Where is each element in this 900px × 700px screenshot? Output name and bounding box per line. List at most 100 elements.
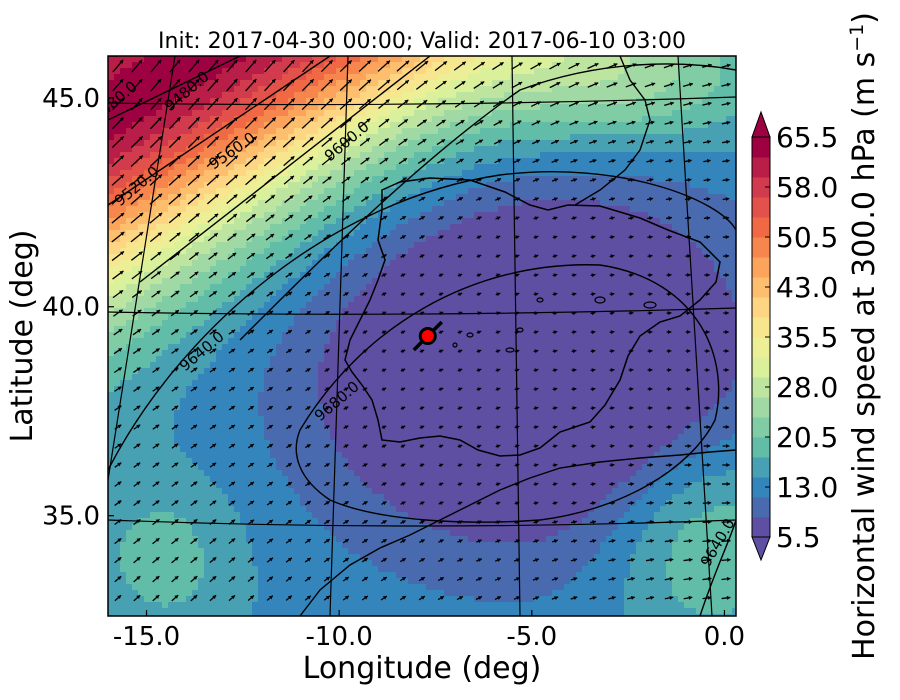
field-cell: [654, 164, 661, 171]
field-cell: [522, 290, 529, 297]
field-cell: [450, 320, 457, 327]
field-cell: [606, 332, 613, 339]
field-cell: [354, 134, 361, 141]
field-cell: [606, 230, 613, 237]
field-cell: [246, 338, 253, 345]
field-cell: [288, 134, 295, 141]
field-cell: [732, 188, 736, 195]
field-cell: [630, 146, 637, 153]
field-cell: [366, 248, 373, 255]
field-cell: [240, 314, 247, 321]
field-cell: [642, 194, 649, 201]
field-cell: [372, 152, 379, 159]
field-cell: [294, 194, 301, 201]
field-cell: [204, 86, 211, 93]
field-cell: [654, 254, 661, 261]
field-cell: [618, 116, 625, 123]
field-cell: [708, 200, 715, 207]
field-cell: [558, 170, 565, 177]
field-cell: [582, 284, 589, 291]
field-cell: [594, 266, 601, 273]
field-cell: [552, 92, 559, 99]
field-cell: [660, 278, 667, 285]
field-cell: [264, 68, 271, 75]
field-cell: [588, 140, 595, 147]
field-cell: [690, 332, 697, 339]
field-cell: [528, 188, 535, 195]
field-cell: [570, 104, 577, 111]
field-cell: [546, 266, 553, 273]
field-cell: [276, 236, 283, 243]
field-cell: [624, 218, 631, 225]
field-cell: [498, 140, 505, 147]
field-cell: [288, 326, 295, 333]
field-cell: [492, 272, 499, 279]
field-cell: [522, 194, 529, 201]
field-cell: [246, 152, 253, 159]
field-cell: [366, 272, 373, 279]
field-cell: [612, 218, 619, 225]
field-cell: [534, 152, 541, 159]
field-cell: [528, 98, 535, 105]
field-cell: [480, 230, 487, 237]
field-cell: [468, 272, 475, 279]
field-cell: [558, 326, 565, 333]
field-cell: [186, 56, 193, 63]
field-cell: [498, 200, 505, 207]
field-cell: [726, 314, 733, 321]
field-cell: [216, 212, 223, 219]
field-cell: [150, 98, 157, 105]
field-cell: [336, 242, 343, 249]
field-cell: [726, 302, 733, 309]
field-cell: [672, 62, 679, 69]
field-cell: [222, 110, 229, 117]
field-cell: [618, 320, 625, 327]
field-cell: [690, 56, 697, 63]
field-cell: [540, 188, 547, 195]
field-cell: [492, 86, 499, 93]
field-cell: [636, 302, 643, 309]
field-cell: [450, 200, 457, 207]
field-cell: [708, 278, 715, 285]
field-cell: [198, 146, 205, 153]
field-cell: [570, 62, 577, 69]
field-cell: [582, 326, 589, 333]
field-cell: [660, 92, 667, 99]
field-cell: [732, 128, 736, 135]
field-cell: [210, 266, 217, 273]
field-cell: [378, 260, 385, 267]
field-cell: [510, 200, 517, 207]
field-cell: [252, 308, 259, 315]
field-cell: [198, 242, 205, 249]
field-cell: [492, 98, 499, 105]
field-cell: [456, 146, 463, 153]
field-cell: [516, 296, 523, 303]
field-cell: [390, 302, 397, 309]
field-cell: [642, 74, 649, 81]
field-cell: [228, 110, 235, 117]
field-cell: [378, 338, 385, 345]
field-cell: [216, 98, 223, 105]
field-cell: [204, 236, 211, 243]
field-cell: [234, 98, 241, 105]
field-cell: [126, 272, 133, 279]
field-cell: [372, 104, 379, 111]
field-cell: [618, 290, 625, 297]
field-cell: [504, 254, 511, 261]
field-cell: [450, 116, 457, 123]
field-cell: [558, 314, 565, 321]
field-cell: [468, 62, 475, 69]
field-cell: [594, 146, 601, 153]
field-cell: [138, 272, 145, 279]
field-cell: [120, 56, 127, 63]
field-cell: [378, 68, 385, 75]
field-cell: [714, 206, 721, 213]
field-cell: [486, 278, 493, 285]
field-cell: [612, 278, 619, 285]
field-cell: [204, 170, 211, 177]
field-cell: [414, 296, 421, 303]
field-cell: [636, 182, 643, 189]
field-cell: [192, 140, 199, 147]
field-cell: [204, 56, 211, 63]
field-cell: [480, 122, 487, 129]
